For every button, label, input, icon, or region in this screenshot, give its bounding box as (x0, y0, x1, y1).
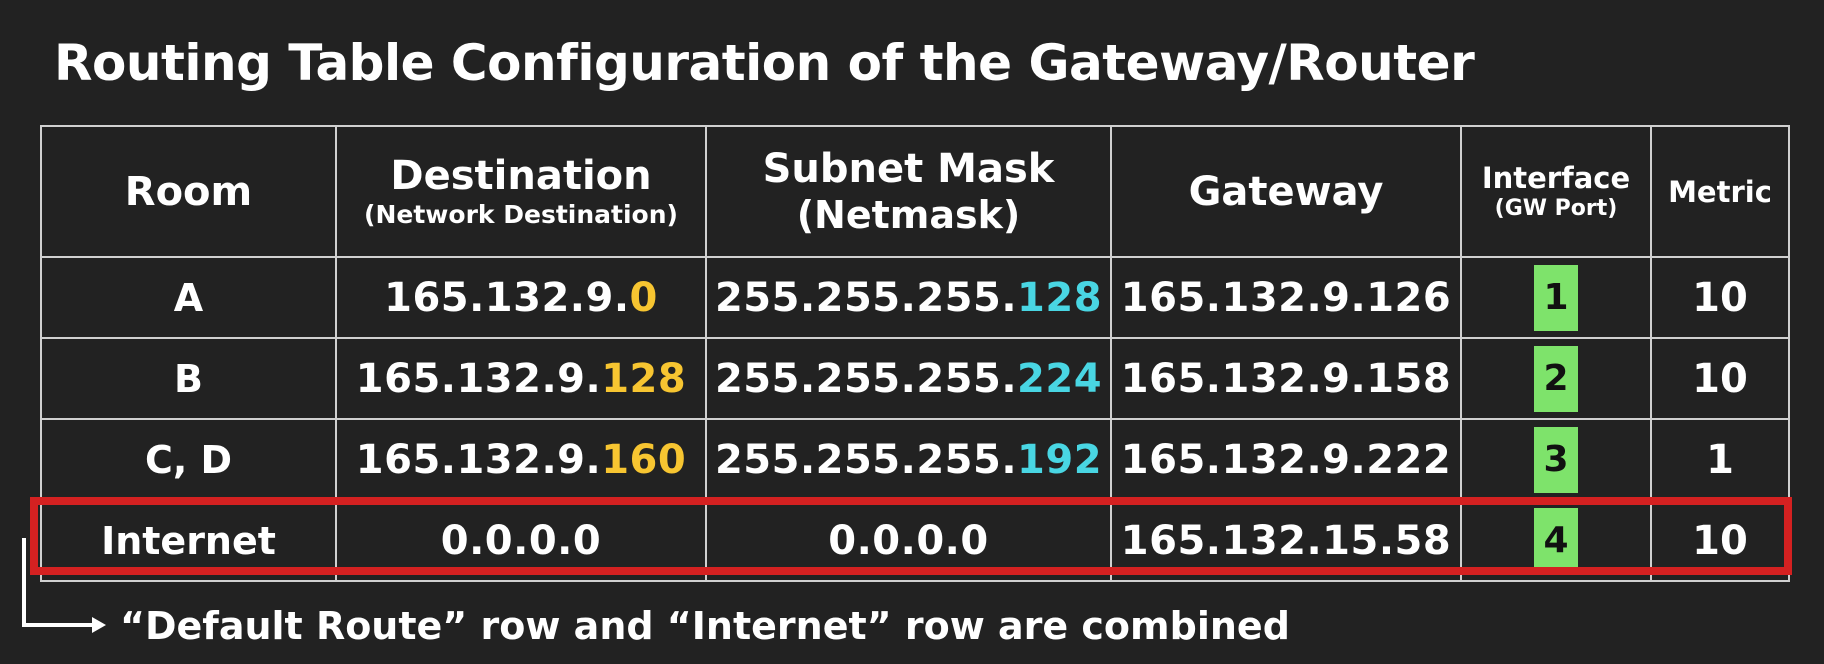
subnet-mask-prefix: 255.255.255. (714, 274, 1018, 321)
header-gateway: Gateway (1110, 125, 1462, 258)
interface-cell: 3 (1460, 418, 1652, 501)
header-subnet-label: Subnet Mask (762, 145, 1055, 192)
destination-cell: 165.132.9.128 (335, 337, 707, 420)
header-subnet-sublabel: (Netmask) (796, 192, 1021, 237)
header-destination-sublabel: (Network Destination) (364, 199, 678, 229)
subnet-mask-prefix: 255.255.255. (714, 355, 1018, 402)
subnet-mask-last-octet: 224 (1017, 355, 1103, 402)
interface-cell: 2 (1460, 337, 1652, 420)
subnet-mask-last-octet: 192 (1017, 436, 1103, 483)
internet-row-highlight-box (30, 497, 1792, 575)
destination-cell: 165.132.9.160 (335, 418, 707, 501)
gateway-cell: 165.132.9.158 (1110, 337, 1462, 420)
room-cell: C, D (40, 418, 337, 501)
destination-prefix: 0.0.0.0 (440, 517, 602, 564)
metric-cell: 10 (1650, 337, 1790, 420)
subnet-mask-last-octet: 128 (1017, 274, 1103, 321)
header-interface-label: Interface (1481, 160, 1631, 195)
interface-port-badge: 3 (1534, 426, 1578, 493)
interface-port-badge: 1 (1534, 264, 1578, 331)
interface-cell: 1 (1460, 256, 1652, 339)
subnet-mask-cell: 255.255.255.192 (705, 418, 1112, 501)
header-metric-label: Metric (1668, 174, 1772, 209)
table-header-row: Room Destination (Network Destination) S… (40, 125, 1790, 258)
header-destination: Destination (Network Destination) (335, 125, 707, 258)
destination-host-part: 160 (601, 436, 687, 483)
table-row: B 165.132.9.128 255.255.255.224 165.132.… (40, 337, 1790, 420)
header-metric: Metric (1650, 125, 1790, 258)
gateway-cell: 165.132.9.126 (1110, 256, 1462, 339)
right-angle-arrow-icon (22, 538, 106, 633)
page-title: Routing Table Configuration of the Gatew… (54, 34, 1475, 92)
gateway-cell: 165.132.9.222 (1110, 418, 1462, 501)
subnet-mask-cell: 255.255.255.128 (705, 256, 1112, 339)
destination-prefix: 165.132.9. (355, 436, 602, 483)
header-room-label: Room (124, 168, 253, 215)
interface-port-badge: 4 (1534, 507, 1578, 574)
destination-host-part: 0 (629, 274, 658, 321)
room-cell: A (40, 256, 337, 339)
routing-table: Room Destination (Network Destination) S… (40, 125, 1790, 582)
subnet-mask-prefix: 255.255.255. (714, 436, 1018, 483)
table-row: A 165.132.9.0 255.255.255.128 165.132.9.… (40, 256, 1790, 339)
destination-cell: 165.132.9.0 (335, 256, 707, 339)
destination-prefix: 165.132.9. (355, 355, 602, 402)
header-interface-sublabel: (GW Port) (1494, 195, 1618, 221)
header-destination-label: Destination (390, 152, 652, 199)
subnet-mask-cell: 255.255.255.224 (705, 337, 1112, 420)
destination-prefix: 165.132.9. (384, 274, 630, 321)
table-row: C, D 165.132.9.160 255.255.255.192 165.1… (40, 418, 1790, 501)
header-gateway-label: Gateway (1188, 168, 1384, 215)
header-room: Room (40, 125, 337, 258)
room-cell: B (40, 337, 337, 420)
header-subnet-mask: Subnet Mask (Netmask) (705, 125, 1112, 258)
subnet-mask-prefix: 0.0.0.0 (828, 517, 989, 564)
header-interface: Interface (GW Port) (1460, 125, 1652, 258)
metric-cell: 10 (1650, 256, 1790, 339)
destination-host-part: 128 (601, 355, 687, 402)
default-route-note: “Default Route” row and “Internet” row a… (120, 604, 1290, 648)
metric-cell: 1 (1650, 418, 1790, 501)
interface-port-badge: 2 (1534, 345, 1578, 412)
